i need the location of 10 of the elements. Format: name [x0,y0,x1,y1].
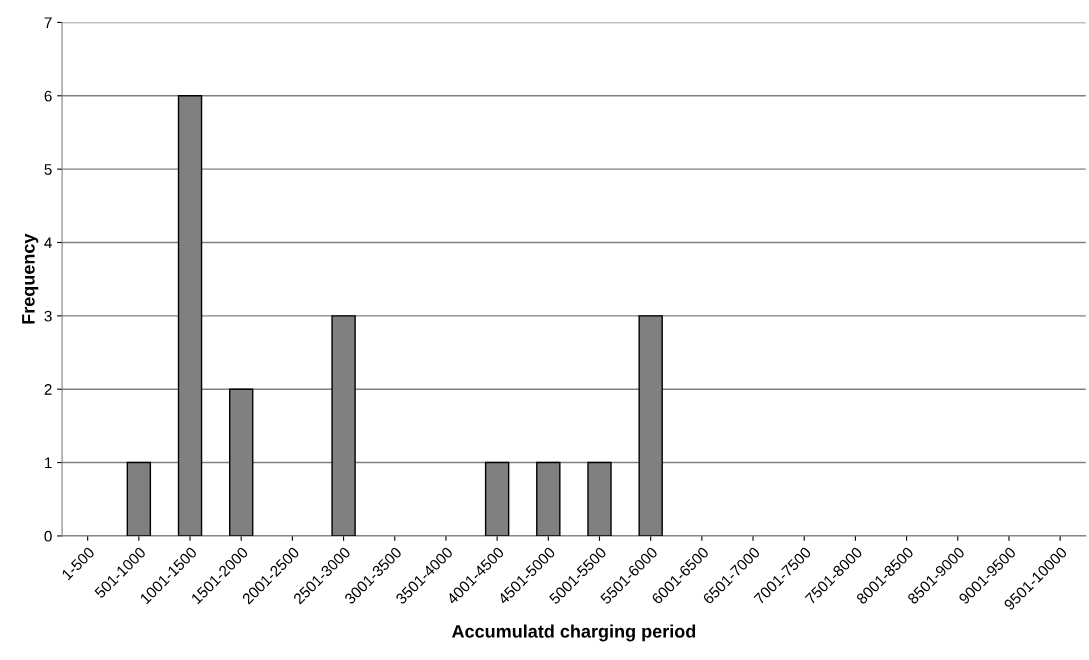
y-axis-title: Frequency [22,233,39,324]
y-tick-label: 1 [45,457,52,469]
y-tick-label: 2 [44,384,52,395]
y-tick-label: 3 [44,310,52,322]
y-tick-label: 4 [44,237,52,249]
y-tick-label: 5 [44,164,52,175]
y-tick-label: 0 [44,530,52,542]
x-axis-title: Accumulatd charging period [451,624,696,642]
y-tick-label: 7 [44,17,52,28]
y-tick-label: 6 [44,90,52,102]
